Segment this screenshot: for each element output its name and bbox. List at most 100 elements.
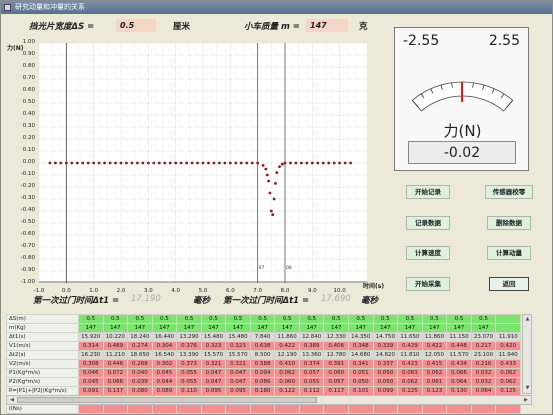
table-cell[interactable] <box>495 404 521 414</box>
table-cell[interactable]: 147 <box>176 323 202 333</box>
table-cell[interactable]: 0.268 <box>127 359 153 369</box>
table-cell[interactable]: 0.057 <box>298 368 325 378</box>
table-cell[interactable]: 15.570 <box>200 350 227 360</box>
table-cell[interactable]: 0.050 <box>348 377 374 387</box>
table-cell[interactable]: 0.5 <box>176 314 202 324</box>
table-cell[interactable]: 0.434 <box>446 359 472 369</box>
table-cell[interactable]: 0.308 <box>78 359 104 369</box>
table-cell[interactable]: 0.423 <box>397 359 423 369</box>
table-cell[interactable] <box>323 404 350 414</box>
delete-data-button[interactable]: 删除数据 <box>487 216 531 230</box>
table-cell[interactable]: 0.5 <box>200 314 227 324</box>
table-cell[interactable]: 13.290 <box>176 332 202 342</box>
table-cell[interactable]: 0.086 <box>249 377 276 387</box>
table-cell[interactable]: 147 <box>298 323 325 333</box>
table-cell[interactable] <box>446 404 472 414</box>
table-cell[interactable] <box>298 404 325 414</box>
table-cell[interactable]: 0.050 <box>372 368 399 378</box>
table-cell[interactable]: 11.910 <box>495 332 521 342</box>
table-cell[interactable]: 18.650 <box>127 350 153 360</box>
table-cell[interactable]: 0.391 <box>323 359 350 369</box>
table-cell[interactable] <box>470 404 497 414</box>
table-cell[interactable] <box>176 404 202 414</box>
table-cell[interactable]: 0.433 <box>495 359 521 369</box>
table-cell[interactable]: 0.216 <box>470 359 497 369</box>
table-cell[interactable]: 0.066 <box>102 377 129 387</box>
table-cell[interactable]: 147 <box>274 323 300 333</box>
table-cell[interactable]: 0.489 <box>102 341 129 351</box>
table-cell[interactable]: 0.060 <box>274 377 300 387</box>
table-cell[interactable]: 0.588 <box>249 359 276 369</box>
table-cell[interactable]: 0.422 <box>274 341 300 351</box>
table-cell[interactable]: 0.302 <box>151 359 178 369</box>
table-cell[interactable]: 0.339 <box>372 341 399 351</box>
table-cell[interactable]: 0.057 <box>323 377 350 387</box>
table-cell[interactable]: 0.5 <box>470 314 497 324</box>
table-cell[interactable] <box>372 404 399 414</box>
table-cell[interactable]: 0.5 <box>421 314 448 324</box>
table-cell[interactable] <box>421 404 448 414</box>
table-cell[interactable]: 11.810 <box>397 350 423 360</box>
table-cell[interactable]: 0.047 <box>200 368 227 378</box>
width-value-field[interactable]: 0.5 <box>116 19 156 32</box>
table-cell[interactable]: 0.348 <box>348 341 374 351</box>
table-cell[interactable] <box>225 404 251 414</box>
start-collect-button[interactable]: 开始采集 <box>406 277 450 291</box>
table-horizontal-scrollbar[interactable]: ◀ ▶ <box>6 395 532 405</box>
table-cell[interactable]: 0.420 <box>495 341 521 351</box>
table-cell[interactable]: 0.323 <box>200 341 227 351</box>
table-cell[interactable] <box>249 404 276 414</box>
table-cell[interactable]: 15.480 <box>225 332 251 342</box>
table-cell[interactable]: 11.860 <box>421 332 448 342</box>
table-cell[interactable]: 12.780 <box>323 350 350 360</box>
table-cell[interactable]: 11.150 <box>446 332 472 342</box>
table-cell[interactable]: 0.5 <box>249 314 276 324</box>
table-cell[interactable]: 0.410 <box>274 359 300 369</box>
table-vertical-scrollbar[interactable]: ▲ ▼ <box>522 314 532 394</box>
record-data-button[interactable]: 记录数据 <box>406 216 450 230</box>
table-cell[interactable]: 0.5 <box>348 314 374 324</box>
table-cell[interactable]: 8.500 <box>249 350 276 360</box>
table-cell[interactable]: 0.638 <box>249 341 276 351</box>
table-cell[interactable]: 0.062 <box>495 368 521 378</box>
sensor-zero-button[interactable]: 传感器校零 <box>485 185 533 199</box>
table-cell[interactable] <box>200 404 227 414</box>
table-cell[interactable]: 0.061 <box>421 377 448 387</box>
table-cell[interactable]: 0.047 <box>225 377 251 387</box>
table-cell[interactable]: 0.374 <box>298 359 325 369</box>
table-cell[interactable]: 0.321 <box>225 359 251 369</box>
table-cell[interactable]: 147 <box>249 323 276 333</box>
table-cell[interactable]: 0.5 <box>78 314 104 324</box>
table-cell[interactable]: 0.304 <box>151 341 178 351</box>
scroll-right-icon[interactable]: ▶ <box>524 397 528 403</box>
table-cell[interactable]: 0.5 <box>274 314 300 324</box>
table-cell[interactable]: 0.5 <box>323 314 350 324</box>
table-cell[interactable]: 12.050 <box>421 350 448 360</box>
table-cell[interactable]: 147 <box>225 323 251 333</box>
calc-momentum-button[interactable]: 计算动量 <box>487 246 531 260</box>
table-cell[interactable]: 0.062 <box>397 377 423 387</box>
table-cell[interactable]: 0.5 <box>298 314 325 324</box>
table-cell[interactable]: 147 <box>446 323 472 333</box>
table-cell[interactable]: 0.072 <box>102 368 129 378</box>
table-cell[interactable]: 16.440 <box>151 332 178 342</box>
table-cell[interactable] <box>102 404 129 414</box>
table-cell[interactable]: 0.032 <box>470 377 497 387</box>
table-cell[interactable]: 0.5 <box>372 314 399 324</box>
table-cell[interactable] <box>127 404 153 414</box>
table-cell[interactable]: 15.480 <box>200 332 227 342</box>
table-cell[interactable]: 147 <box>397 323 423 333</box>
table-cell[interactable]: 16.540 <box>151 350 178 360</box>
table-cell[interactable]: 0.047 <box>200 377 227 387</box>
table-cell[interactable] <box>274 404 300 414</box>
table-cell[interactable]: 0.062 <box>421 368 448 378</box>
table-cell[interactable]: 147 <box>372 323 399 333</box>
table-cell[interactable]: 0.415 <box>421 359 448 369</box>
table-cell[interactable]: 0.373 <box>176 359 202 369</box>
table-cell[interactable]: 0.389 <box>298 341 325 351</box>
table-cell[interactable]: 7.840 <box>249 332 276 342</box>
table-cell[interactable]: 14.680 <box>348 350 374 360</box>
table-cell[interactable]: 15.570 <box>225 350 251 360</box>
table-cell[interactable]: 0.055 <box>298 377 325 387</box>
table-cell[interactable] <box>495 314 521 324</box>
